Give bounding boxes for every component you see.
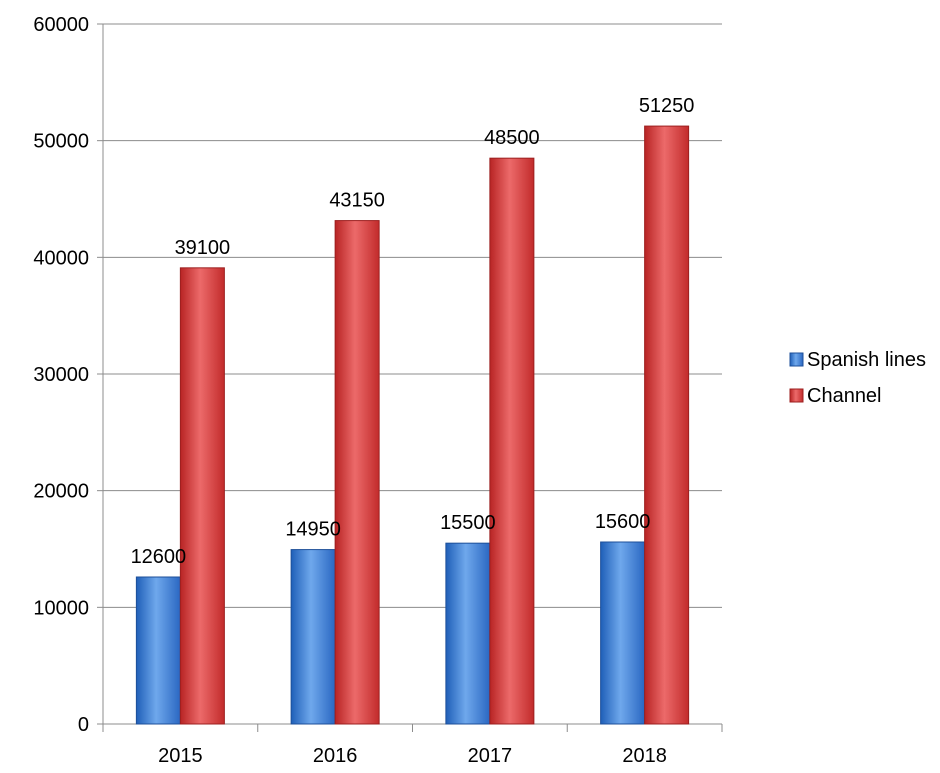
bar-channel-2018 bbox=[644, 125, 690, 725]
data-label: 48500 bbox=[484, 127, 540, 149]
data-label: 43150 bbox=[329, 190, 385, 212]
bar-channel-2015 bbox=[179, 267, 225, 725]
y-tick-label: 20000 bbox=[33, 481, 89, 503]
x-axis: 2015 2016 2017 2018 bbox=[102, 723, 723, 767]
legend-swatch bbox=[789, 388, 804, 403]
y-tick-label: 0 bbox=[78, 714, 89, 736]
bars bbox=[135, 125, 690, 725]
data-label: 39100 bbox=[175, 237, 231, 259]
legend-label: Spanish lines bbox=[807, 349, 926, 371]
y-tick-label: 50000 bbox=[33, 131, 89, 153]
bar-channel-2016 bbox=[334, 220, 380, 725]
bar-channel-2017 bbox=[489, 157, 535, 725]
data-labels: 12600 39100 14950 43150 15500 48500 15600 51250 bbox=[131, 95, 695, 568]
bar-spanish-lines-2016 bbox=[290, 549, 336, 725]
x-tick-label: 2017 bbox=[468, 745, 513, 767]
x-tick-label: 2015 bbox=[158, 745, 203, 767]
y-tick-label: 60000 bbox=[33, 14, 89, 36]
x-tick-label: 2016 bbox=[313, 745, 358, 767]
data-label: 15600 bbox=[595, 511, 651, 533]
data-label: 15500 bbox=[440, 512, 496, 534]
bar-spanish-lines-2018 bbox=[600, 541, 646, 725]
y-tick-label: 10000 bbox=[33, 597, 89, 619]
y-axis: 0 10000 20000 30000 40000 50000 60000 bbox=[33, 14, 104, 736]
y-tick-label: 40000 bbox=[33, 247, 89, 269]
x-tick-label: 2018 bbox=[622, 745, 667, 767]
legend-label: Channel bbox=[807, 385, 882, 407]
legend: Spanish lines Channel bbox=[789, 349, 926, 407]
data-label: 14950 bbox=[285, 519, 341, 541]
bar-spanish-lines-2017 bbox=[445, 542, 491, 725]
legend-swatch bbox=[789, 352, 804, 367]
bar-spanish-lines-2015 bbox=[135, 576, 181, 725]
y-tick-label: 30000 bbox=[33, 364, 89, 386]
data-label: 51250 bbox=[639, 95, 695, 117]
data-label: 12600 bbox=[131, 546, 187, 568]
